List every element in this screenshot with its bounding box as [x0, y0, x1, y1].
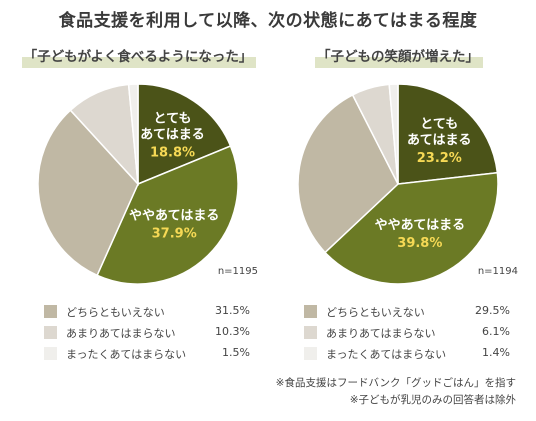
- legend-label: まったくあてはまらない: [66, 348, 187, 361]
- legend-value: 1.4%: [482, 346, 510, 359]
- pie-slice: [388, 83, 399, 185]
- chart-main-title: 食品支援を利用して以降、次の状態にあてはまる程度: [58, 11, 478, 31]
- slice-value-label: 18.8%: [150, 146, 195, 161]
- slice-value-label: 23.2%: [417, 151, 462, 166]
- legend-swatch: [44, 305, 57, 318]
- footnotes: ※食品支援はフードバンク「グッドごはん」を指す ※子どもが乳児のみの回答者は除外: [276, 375, 516, 409]
- legend-label: どちらともいえない: [66, 306, 165, 319]
- legend-value: 6.1%: [482, 325, 510, 338]
- slice-value-label: 37.9%: [152, 226, 197, 241]
- slice-label: あてはまる: [407, 133, 471, 148]
- pie-slice: [397, 83, 499, 185]
- legend-item: まったくあてはまらない 1.5%: [44, 344, 254, 365]
- legend-item: どちらともいえない 31.5%: [44, 302, 254, 323]
- legend-item: どちらともいえない 29.5%: [304, 302, 514, 323]
- legend-item: あまりあてはまらない 10.3%: [44, 323, 254, 344]
- legend-item: あまりあてはまらない 6.1%: [304, 323, 514, 344]
- legend-swatch: [304, 326, 317, 339]
- pie-title: 「子どもがよく食べるようになった」: [10, 44, 268, 68]
- slice-label: ややあてはまる: [375, 218, 465, 233]
- pie-title: 「子どもの笑顔が増えた」: [270, 44, 528, 68]
- legend-value: 31.5%: [215, 304, 250, 317]
- legend-swatch: [44, 326, 57, 339]
- legend-swatch: [304, 347, 317, 360]
- pie-slice: [324, 171, 499, 285]
- pie-panel-smiles: 「子どもの笑顔が増えた」 とても あてはまる 23.2% ややあてはまる 39.8% n=…: [270, 44, 528, 364]
- legend-label: どちらともいえない: [326, 306, 425, 319]
- legend-value: 1.5%: [222, 346, 250, 359]
- slice-value-label: 39.8%: [397, 236, 442, 251]
- legend-value: 29.5%: [475, 304, 510, 317]
- pie-slice: [297, 93, 399, 254]
- legend-smiles: どちらともいえない 29.5% あまりあてはまらない 6.1% まったくあてはまらない 1…: [304, 302, 514, 365]
- pie-slice: [96, 145, 239, 285]
- slice-label: とても: [420, 117, 458, 132]
- pie-panel-eating: 「子どもがよく食べるようになった」 とても あてはまる 18.8% ややあてはまる 37…: [10, 44, 268, 364]
- legend-label: まったくあてはまらない: [326, 348, 447, 361]
- legend-value: 10.3%: [215, 325, 250, 338]
- legend-eating: どちらともいえない 31.5% あまりあてはまらない 10.3% まったくあてはまらない…: [44, 302, 254, 365]
- pie-slice: [137, 83, 232, 186]
- sample-size-label: n=1194: [478, 266, 518, 277]
- legend-swatch: [44, 347, 57, 360]
- pie-slice: [37, 109, 139, 277]
- footnote: ※子どもが乳児のみの回答者は除外: [349, 394, 516, 406]
- slice-label: あてはまる: [140, 128, 204, 143]
- legend-item: まったくあてはまらない 1.4%: [304, 344, 514, 365]
- legend-swatch: [304, 305, 317, 318]
- slice-label: とても: [154, 112, 192, 127]
- legend-label: あまりあてはまらない: [66, 327, 176, 340]
- sample-size-label: n=1195: [218, 266, 258, 277]
- footnote: ※食品支援はフードバンク「グッドごはん」を指す: [275, 377, 516, 389]
- legend-label: あまりあてはまらない: [326, 327, 436, 340]
- slice-label: ややあてはまる: [129, 208, 219, 223]
- pie-slice: [127, 83, 139, 185]
